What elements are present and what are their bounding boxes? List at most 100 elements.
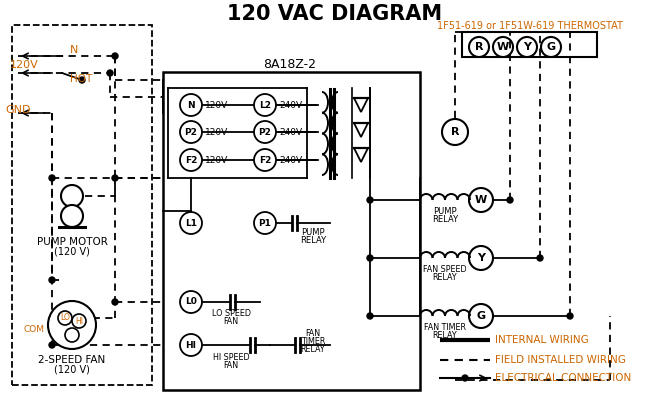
Circle shape xyxy=(469,246,493,270)
Text: HI SPEED: HI SPEED xyxy=(212,352,249,362)
Text: ELECTRICAL CONNECTION: ELECTRICAL CONNECTION xyxy=(495,373,631,383)
Text: Y: Y xyxy=(477,253,485,263)
Circle shape xyxy=(254,149,276,171)
Text: LO SPEED: LO SPEED xyxy=(212,308,251,318)
Circle shape xyxy=(58,311,72,325)
Text: 120V: 120V xyxy=(205,101,228,109)
Text: FAN: FAN xyxy=(223,360,239,370)
Text: R: R xyxy=(475,42,483,52)
Circle shape xyxy=(469,304,493,328)
Circle shape xyxy=(112,299,118,305)
Circle shape xyxy=(112,53,118,59)
Text: 240V: 240V xyxy=(279,155,302,165)
Circle shape xyxy=(180,291,202,313)
Circle shape xyxy=(254,212,276,234)
Circle shape xyxy=(49,277,55,283)
Circle shape xyxy=(469,37,489,57)
Circle shape xyxy=(180,94,202,116)
Polygon shape xyxy=(354,98,368,112)
Circle shape xyxy=(180,149,202,171)
Text: 1F51-619 or 1F51W-619 THERMOSTAT: 1F51-619 or 1F51W-619 THERMOSTAT xyxy=(437,21,623,31)
Circle shape xyxy=(367,313,373,319)
Text: (120 V): (120 V) xyxy=(54,247,90,257)
Circle shape xyxy=(367,255,373,261)
Text: COM: COM xyxy=(24,326,45,334)
Text: 120V: 120V xyxy=(205,127,228,137)
Circle shape xyxy=(112,175,118,181)
Circle shape xyxy=(537,255,543,261)
Circle shape xyxy=(442,119,468,145)
Text: INTERNAL WIRING: INTERNAL WIRING xyxy=(495,335,589,345)
Text: PUMP: PUMP xyxy=(433,207,457,215)
Text: P2: P2 xyxy=(259,127,271,137)
Text: N: N xyxy=(70,45,78,55)
Text: PUMP: PUMP xyxy=(302,228,325,236)
Circle shape xyxy=(493,37,513,57)
Text: 240V: 240V xyxy=(279,127,302,137)
Circle shape xyxy=(49,342,55,348)
Circle shape xyxy=(469,188,493,212)
Circle shape xyxy=(254,94,276,116)
Bar xyxy=(163,72,420,390)
Text: P1: P1 xyxy=(259,218,271,228)
Circle shape xyxy=(48,301,96,349)
Circle shape xyxy=(507,197,513,203)
Text: R: R xyxy=(451,127,459,137)
Text: FAN SPEED: FAN SPEED xyxy=(423,264,467,274)
Text: N: N xyxy=(187,101,195,109)
Text: G: G xyxy=(547,42,555,52)
Bar xyxy=(12,25,152,385)
Text: RELAY: RELAY xyxy=(300,235,326,245)
Text: RELAY: RELAY xyxy=(433,272,458,282)
Circle shape xyxy=(180,334,202,356)
Text: (120 V): (120 V) xyxy=(54,365,90,375)
Text: L1: L1 xyxy=(185,218,197,228)
Text: LO: LO xyxy=(60,313,70,323)
Text: TIMER: TIMER xyxy=(301,336,325,346)
Text: Y: Y xyxy=(523,42,531,52)
Text: HI: HI xyxy=(75,316,83,326)
Text: G: G xyxy=(476,311,486,321)
Text: PUMP MOTOR: PUMP MOTOR xyxy=(37,237,107,247)
Polygon shape xyxy=(354,123,368,137)
Text: F2: F2 xyxy=(259,155,271,165)
Text: FIELD INSTALLED WIRING: FIELD INSTALLED WIRING xyxy=(495,355,626,365)
Text: RELAY: RELAY xyxy=(301,344,326,354)
Text: 120V: 120V xyxy=(10,60,39,70)
Text: 240V: 240V xyxy=(279,101,302,109)
Text: 120 VAC DIAGRAM: 120 VAC DIAGRAM xyxy=(227,4,443,24)
Text: P2: P2 xyxy=(184,127,198,137)
Text: FAN: FAN xyxy=(223,316,239,326)
Circle shape xyxy=(180,121,202,143)
Text: W: W xyxy=(497,42,509,52)
Circle shape xyxy=(367,197,373,203)
Circle shape xyxy=(61,185,83,207)
Circle shape xyxy=(107,70,113,76)
Circle shape xyxy=(254,121,276,143)
Text: 2-SPEED FAN: 2-SPEED FAN xyxy=(38,355,106,365)
Text: L2: L2 xyxy=(259,101,271,109)
Text: 120V: 120V xyxy=(205,155,228,165)
Text: 8A18Z-2: 8A18Z-2 xyxy=(263,57,316,70)
Text: F2: F2 xyxy=(185,155,197,165)
Polygon shape xyxy=(354,148,368,162)
Circle shape xyxy=(180,212,202,234)
Circle shape xyxy=(79,77,85,83)
Circle shape xyxy=(541,37,561,57)
Text: FAN TIMER: FAN TIMER xyxy=(424,323,466,331)
Circle shape xyxy=(567,313,573,319)
Text: L0: L0 xyxy=(185,297,197,307)
Text: HI: HI xyxy=(186,341,196,349)
Circle shape xyxy=(65,328,79,342)
Text: FAN: FAN xyxy=(306,328,320,337)
Circle shape xyxy=(49,175,55,181)
Text: RELAY: RELAY xyxy=(432,215,458,223)
Circle shape xyxy=(517,37,537,57)
Circle shape xyxy=(72,314,86,328)
Text: W: W xyxy=(475,195,487,205)
Circle shape xyxy=(462,375,468,381)
Text: RELAY: RELAY xyxy=(433,331,458,339)
Circle shape xyxy=(61,205,83,227)
Text: HOT: HOT xyxy=(70,74,92,84)
Text: GND: GND xyxy=(5,105,31,115)
